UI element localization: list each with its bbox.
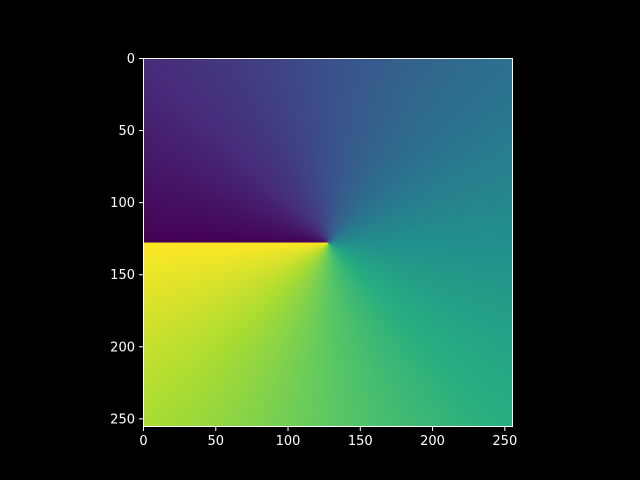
y-tick-label: 200 bbox=[110, 340, 135, 355]
y-axis: 0 50 100 150 200 250 bbox=[110, 52, 143, 427]
x-tick-label: 250 bbox=[492, 434, 517, 449]
y-tick-label: 150 bbox=[110, 268, 135, 283]
y-tick-label: 100 bbox=[110, 196, 135, 211]
x-tick-label: 50 bbox=[207, 434, 224, 449]
x-tick-label: 200 bbox=[420, 434, 445, 449]
x-tick-label: 100 bbox=[276, 434, 301, 449]
x-tick-label: 150 bbox=[348, 434, 373, 449]
y-tick-label: 50 bbox=[118, 124, 135, 139]
x-tick-label: 0 bbox=[139, 434, 147, 449]
axes-frame bbox=[143, 58, 513, 427]
y-tick-label: 0 bbox=[127, 52, 135, 67]
x-axis: 0 50 100 150 200 250 bbox=[139, 427, 517, 449]
heatmap-image bbox=[143, 58, 513, 427]
y-tick-label: 250 bbox=[110, 412, 135, 427]
